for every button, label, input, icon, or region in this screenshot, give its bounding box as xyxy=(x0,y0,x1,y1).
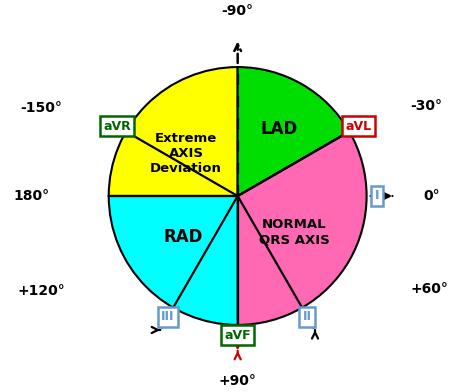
Text: +90°: +90° xyxy=(219,374,256,388)
Text: RAD: RAD xyxy=(164,228,203,246)
Text: +120°: +120° xyxy=(17,285,65,298)
Text: I: I xyxy=(374,189,379,203)
Text: aVL: aVL xyxy=(345,120,371,133)
Text: 0°: 0° xyxy=(423,189,440,203)
Wedge shape xyxy=(109,196,237,325)
Wedge shape xyxy=(237,67,349,196)
Text: III: III xyxy=(161,310,175,323)
Text: II: II xyxy=(303,310,312,323)
Wedge shape xyxy=(109,67,237,196)
Text: -30°: -30° xyxy=(410,99,442,113)
Wedge shape xyxy=(237,132,366,325)
Text: Extreme
AXIS
Deviation: Extreme AXIS Deviation xyxy=(150,132,222,175)
Text: aVF: aVF xyxy=(224,329,251,342)
Text: aVR: aVR xyxy=(103,120,131,133)
Text: 180°: 180° xyxy=(13,189,49,203)
Text: -90°: -90° xyxy=(222,4,254,18)
Text: +60°: +60° xyxy=(410,282,448,296)
Text: LAD: LAD xyxy=(260,120,298,138)
Text: -150°: -150° xyxy=(20,101,62,115)
Text: NORMAL
QRS AXIS: NORMAL QRS AXIS xyxy=(259,218,330,246)
